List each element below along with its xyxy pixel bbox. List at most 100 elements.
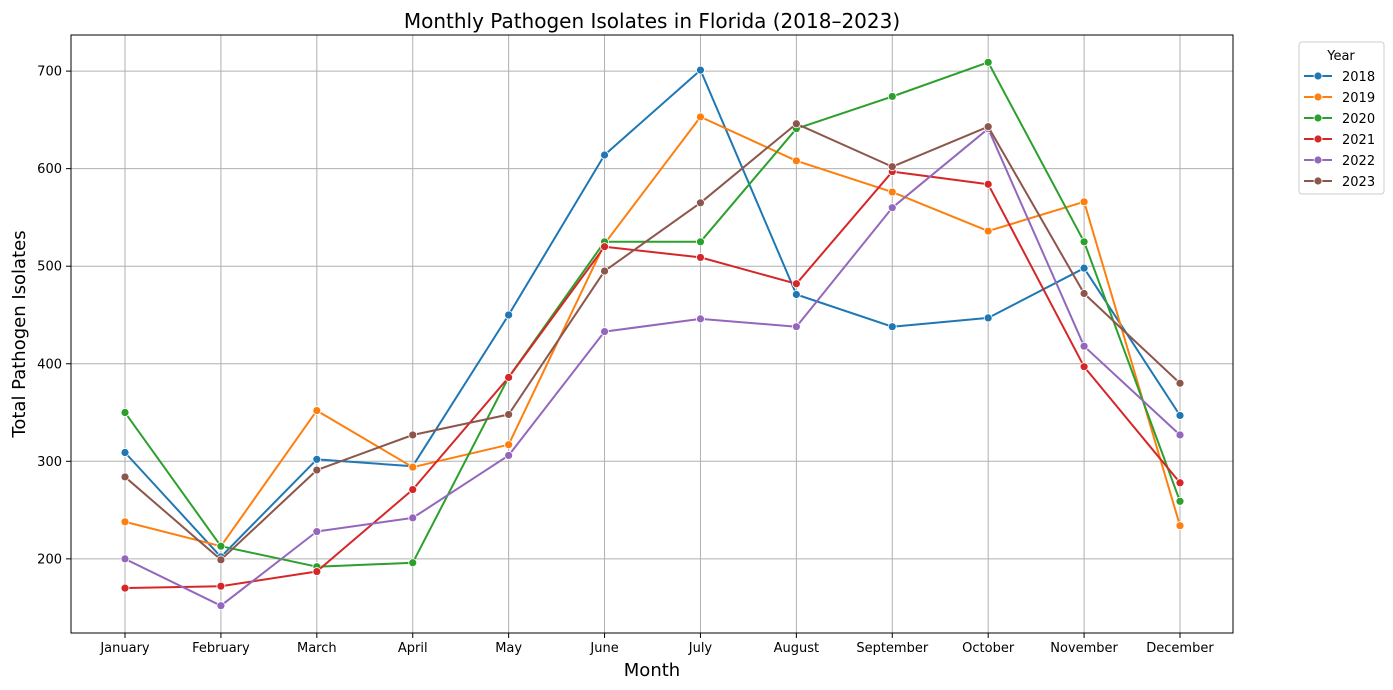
legend-label: 2020 <box>1342 112 1375 127</box>
data-point <box>120 408 130 417</box>
legend-swatch-marker <box>1313 113 1323 123</box>
legend-title: Year <box>1326 49 1355 64</box>
data-point <box>887 92 897 101</box>
legend-swatch-marker <box>1313 71 1323 81</box>
data-point <box>600 242 609 252</box>
data-point <box>1079 237 1089 247</box>
legend-swatch-marker <box>1313 176 1323 186</box>
series-2019 <box>120 112 1185 551</box>
data-point <box>887 322 897 332</box>
data-point <box>1079 362 1089 372</box>
data-point <box>1175 430 1185 440</box>
data-point <box>1175 411 1185 420</box>
x-tick-label: November <box>1050 641 1118 656</box>
data-point <box>408 513 418 523</box>
legend-label: 2018 <box>1342 70 1375 85</box>
x-tick-label: February <box>192 641 250 656</box>
data-point <box>1079 263 1089 273</box>
plot-frame <box>70 34 1234 634</box>
data-point <box>1079 341 1089 351</box>
legend-label: 2019 <box>1342 91 1375 106</box>
legend: Year 2018 2019 2020 2021 2022 2023 <box>1298 41 1385 195</box>
data-point <box>696 112 705 122</box>
data-point <box>887 203 897 213</box>
y-tick-label: 400 <box>37 357 62 372</box>
legend-swatch-marker <box>1313 92 1323 102</box>
data-point <box>791 279 801 289</box>
x-axis-label: Month <box>624 660 680 681</box>
x-tick-label: March <box>297 641 337 656</box>
x-tick-label: April <box>398 641 428 656</box>
data-point <box>216 541 226 551</box>
data-point <box>504 410 514 419</box>
data-point <box>791 290 801 299</box>
data-point <box>983 122 993 132</box>
series-2020 <box>120 57 1185 572</box>
data-point <box>408 430 418 440</box>
data-point <box>504 451 514 460</box>
legend-item: 2018 <box>1304 70 1375 85</box>
y-tick-label: 300 <box>37 455 62 470</box>
y-axis: 200 300 400 500 600 700 <box>37 65 71 567</box>
data-point <box>983 226 993 236</box>
legend-item: 2020 <box>1304 112 1375 127</box>
data-point <box>216 581 226 591</box>
data-point <box>696 237 705 247</box>
data-point <box>1079 197 1089 207</box>
data-point <box>696 65 705 75</box>
x-tick-label: October <box>962 641 1015 656</box>
y-tick-label: 500 <box>37 260 62 275</box>
y-tick-label: 700 <box>37 65 62 80</box>
data-point <box>1175 521 1185 531</box>
data-point <box>1175 478 1185 488</box>
x-tick-label: September <box>856 641 929 656</box>
data-point <box>887 187 897 197</box>
data-point <box>1079 289 1089 298</box>
data-point <box>504 440 514 450</box>
data-point <box>1175 378 1185 388</box>
data-point <box>216 555 226 565</box>
data-point <box>312 454 322 464</box>
legend-item: 2019 <box>1304 91 1375 106</box>
y-axis-label: Total Pathogen Isolates <box>9 230 30 438</box>
data-point <box>887 162 897 172</box>
data-point <box>408 462 418 472</box>
legend-label: 2022 <box>1342 154 1375 169</box>
data-point <box>1175 496 1185 506</box>
data-point <box>600 150 609 160</box>
data-point <box>600 266 609 276</box>
data-point <box>983 57 993 67</box>
legend-label: 2021 <box>1342 133 1375 148</box>
legend-item: 2023 <box>1304 175 1375 190</box>
x-tick-label: December <box>1146 641 1214 656</box>
x-tick-label: August <box>774 641 820 656</box>
data-point <box>696 253 705 262</box>
series-2021 <box>120 167 1185 593</box>
series-line <box>124 61 1181 568</box>
data-point <box>312 527 322 536</box>
data-point <box>983 179 993 189</box>
data-point <box>312 406 322 415</box>
data-point <box>791 156 801 166</box>
x-axis: January February March April May June July Augu… <box>99 633 1214 656</box>
series-2018 <box>120 65 1185 562</box>
series-line <box>124 69 1181 558</box>
data-point <box>600 327 609 336</box>
x-tick-label: June <box>589 641 618 656</box>
legend-swatch-marker <box>1313 155 1323 165</box>
series-line <box>124 115 1181 548</box>
data-point <box>504 373 514 382</box>
series-line <box>124 170 1181 590</box>
data-point <box>120 448 130 457</box>
legend-item: 2021 <box>1304 133 1375 148</box>
series-2022 <box>120 124 1185 611</box>
series-2023 <box>120 119 1185 565</box>
series-line <box>124 127 1181 607</box>
data-point <box>791 119 801 129</box>
x-tick-label: May <box>495 641 522 656</box>
legend-swatch-marker <box>1313 134 1323 144</box>
series-layer <box>120 57 1185 611</box>
data-point <box>408 558 418 568</box>
grid-lines <box>71 35 1233 633</box>
